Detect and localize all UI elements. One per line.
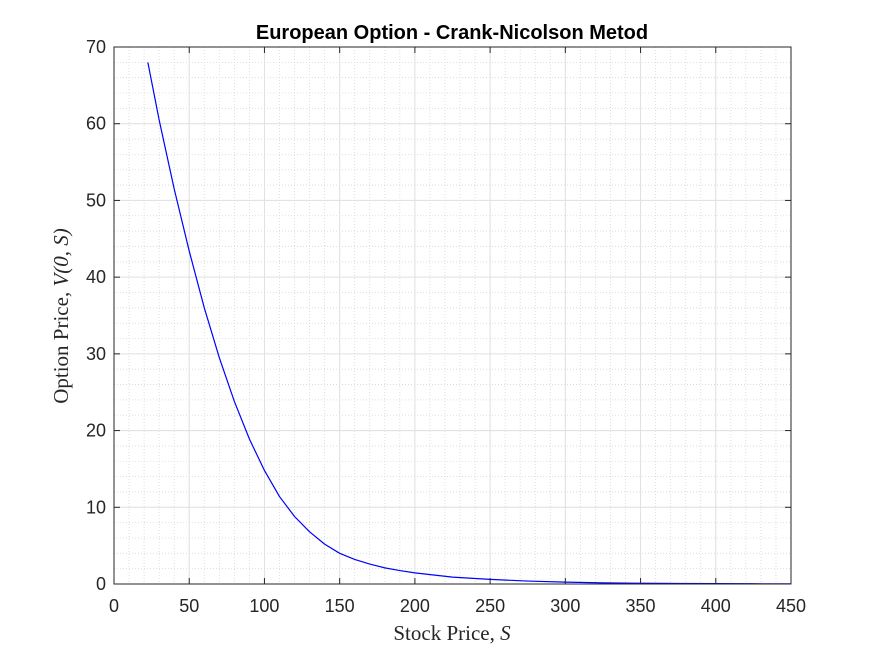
x-tick-label: 100 <box>249 596 279 616</box>
y-tick-label: 70 <box>86 37 106 57</box>
y-tick-label: 20 <box>86 421 106 441</box>
minor-grid <box>113 46 792 585</box>
plot-area <box>114 47 791 584</box>
x-tick-label: 150 <box>325 596 355 616</box>
tick-marks <box>113 46 792 585</box>
y-tick-label: 10 <box>86 497 106 517</box>
chart-title: European Option - Crank-Nicolson Metod <box>256 22 648 44</box>
y-tick-label: 40 <box>86 267 106 287</box>
x-tick-label: 400 <box>701 596 731 616</box>
x-tick-label: 300 <box>550 596 580 616</box>
x-tick-label: 50 <box>179 596 199 616</box>
y-tick-label: 50 <box>86 190 106 210</box>
x-tick-label: 350 <box>626 596 656 616</box>
x-tick-label: 200 <box>400 596 430 616</box>
y-tick-label: 30 <box>86 344 106 364</box>
y-tick-labels: 0 10 20 30 40 50 60 70 <box>86 37 106 594</box>
x-tick-labels: 0 50 100 150 200 250 300 350 400 450 <box>109 596 806 616</box>
y-tick-label: 0 <box>96 574 106 594</box>
x-tick-label: 250 <box>475 596 505 616</box>
x-tick-label: 0 <box>109 596 119 616</box>
x-tick-label: 450 <box>776 596 806 616</box>
y-axis-label: Option Price, V(0, S) <box>49 228 73 404</box>
plot-box <box>113 46 792 585</box>
series-layer <box>147 62 792 585</box>
series-line <box>147 62 792 585</box>
x-axis-label: Stock Price, S <box>393 621 511 645</box>
y-tick-label: 60 <box>86 114 106 134</box>
